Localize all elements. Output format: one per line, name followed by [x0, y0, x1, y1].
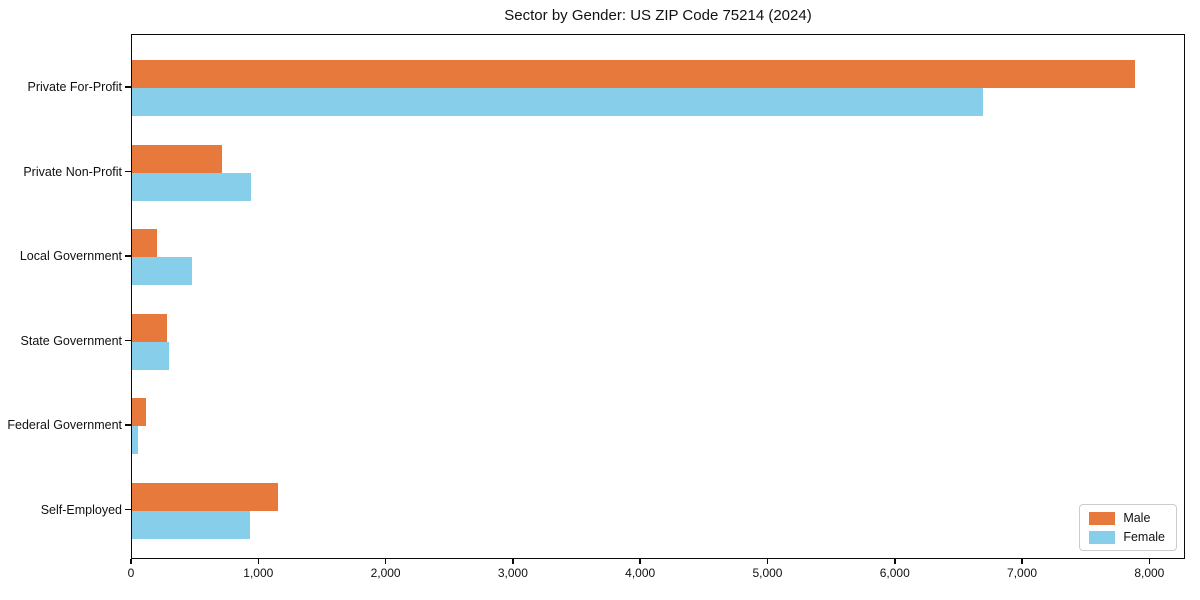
- x-tick-mark: [257, 559, 260, 564]
- x-tick-mark: [384, 559, 387, 564]
- bar-female-self-employed: [132, 510, 250, 539]
- legend-label-male: Male: [1123, 511, 1151, 525]
- legend-item-female: Female: [1089, 530, 1165, 544]
- y-tick-label-private-non-profit: Private Non-Profit: [23, 164, 122, 179]
- bar-female-federal-government: [132, 426, 138, 454]
- bar-female-private-non-profit: [132, 172, 251, 201]
- y-tick-label-federal-government: Federal Government: [7, 418, 122, 432]
- bar-male-local-government: [132, 229, 157, 257]
- x-tick-mark: [130, 559, 132, 564]
- male-swatch-icon: [1089, 511, 1116, 525]
- x-tick-label: 7,000: [1007, 566, 1038, 580]
- x-tick-mark: [766, 559, 769, 564]
- y-tick-label-local-government: Local Government: [19, 249, 122, 263]
- x-tick-label: 1,000: [243, 566, 274, 580]
- y-tick-label-self-employed: Self-Employed: [40, 502, 122, 517]
- female-swatch-icon: [1089, 530, 1116, 544]
- x-tick-mark: [512, 559, 514, 564]
- x-tick-mark: [639, 559, 641, 564]
- x-tick-label: 0: [127, 566, 135, 580]
- bar-male-federal-government: [132, 398, 147, 426]
- bar-male-state-government: [132, 313, 168, 342]
- plot-area: Male Female: [131, 34, 1185, 559]
- y-tick-mark: [125, 339, 131, 342]
- x-tick-mark: [1021, 559, 1023, 564]
- chart-title: Sector by Gender: US ZIP Code 75214 (202…: [504, 7, 812, 24]
- bar-female-state-government: [132, 341, 170, 370]
- y-tick-label-state-government: State Government: [20, 333, 122, 348]
- x-tick-label: 6,000: [879, 566, 910, 580]
- bar-male-private-for-profit: [132, 60, 1135, 88]
- y-tick-mark: [125, 255, 131, 257]
- x-tick-label: 8,000: [1134, 566, 1165, 580]
- bar-male-self-employed: [132, 482, 278, 511]
- legend-item-male: Male: [1089, 511, 1165, 525]
- y-tick-mark: [125, 508, 131, 511]
- x-tick-label: 3,000: [497, 566, 528, 580]
- bar-male-private-non-profit: [132, 144, 222, 173]
- x-tick-label: 2,000: [370, 566, 401, 580]
- x-tick-label: 4,000: [625, 566, 656, 580]
- y-tick-mark: [125, 86, 131, 88]
- x-tick-mark: [1148, 559, 1151, 564]
- y-tick-label-private-for-profit: Private For-Profit: [27, 80, 122, 94]
- x-tick-label: 5,000: [752, 566, 783, 580]
- bar-female-private-for-profit: [132, 88, 984, 116]
- y-tick-mark: [125, 170, 131, 173]
- legend: Male Female: [1079, 504, 1177, 551]
- bar-female-local-government: [132, 257, 192, 285]
- x-tick-mark: [894, 559, 896, 564]
- y-tick-mark: [125, 424, 131, 426]
- legend-label-female: Female: [1123, 530, 1165, 544]
